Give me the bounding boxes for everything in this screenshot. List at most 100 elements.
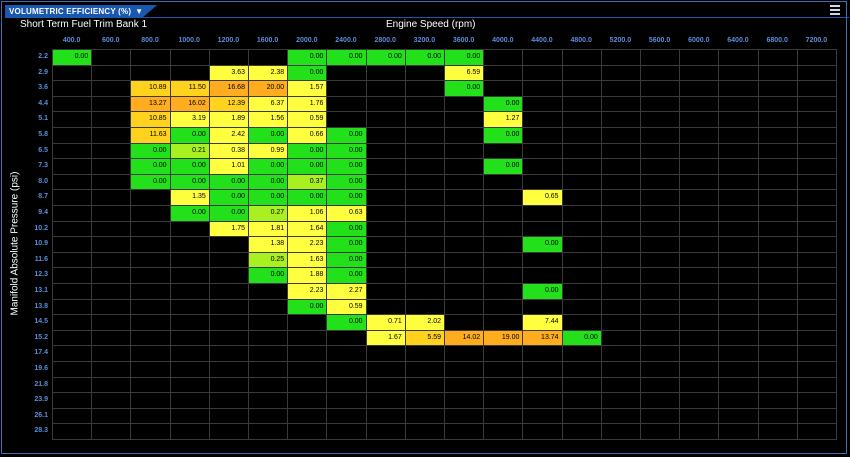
table-cell[interactable]: [170, 50, 210, 66]
table-cell[interactable]: [641, 268, 681, 284]
table-cell[interactable]: 0.25: [249, 252, 289, 269]
table-cell[interactable]: [797, 424, 837, 440]
table-cell[interactable]: [641, 299, 681, 316]
table-cell[interactable]: [523, 346, 563, 362]
table-cell[interactable]: [327, 330, 367, 347]
table-cell[interactable]: [405, 112, 445, 128]
table-cell[interactable]: [484, 315, 524, 331]
table-cell[interactable]: [405, 96, 445, 113]
table-cell[interactable]: [484, 190, 524, 206]
table-cell[interactable]: [53, 408, 93, 425]
table-cell[interactable]: 0.59: [327, 299, 367, 316]
table-cell[interactable]: [366, 346, 406, 362]
table-cell[interactable]: 0.37: [288, 174, 328, 191]
table-cell[interactable]: [131, 408, 171, 425]
table-cell[interactable]: [327, 377, 367, 394]
table-cell[interactable]: [170, 393, 210, 409]
table-cell[interactable]: [53, 96, 93, 113]
table-cell[interactable]: [680, 315, 720, 331]
table-cell[interactable]: [445, 408, 485, 425]
table-cell[interactable]: 0.00: [288, 50, 328, 66]
table-cell[interactable]: [601, 221, 641, 238]
table-cell[interactable]: [562, 424, 602, 440]
table-cell[interactable]: [523, 112, 563, 128]
table-cell[interactable]: [92, 112, 132, 128]
table-cell[interactable]: [92, 268, 132, 284]
table-cell[interactable]: [641, 96, 681, 113]
table-cell[interactable]: [562, 315, 602, 331]
table-cell[interactable]: 0.00: [327, 50, 367, 66]
table-cell[interactable]: [758, 315, 798, 331]
table-cell[interactable]: 0.00: [405, 50, 445, 66]
window-tab[interactable]: VOLUMETRIC EFFICIENCY (%) ▼: [5, 5, 158, 18]
table-cell[interactable]: [641, 315, 681, 331]
table-cell[interactable]: [445, 424, 485, 440]
table-cell[interactable]: [601, 174, 641, 191]
table-cell[interactable]: [366, 65, 406, 82]
table-cell[interactable]: [92, 252, 132, 269]
table-cell[interactable]: [445, 221, 485, 238]
table-cell[interactable]: [758, 143, 798, 160]
table-cell[interactable]: [758, 206, 798, 222]
table-cell[interactable]: 1.81: [249, 221, 289, 238]
table-cell[interactable]: [758, 50, 798, 66]
table-cell[interactable]: 0.00: [484, 128, 524, 144]
table-cell[interactable]: 1.56: [249, 112, 289, 128]
table-cell[interactable]: [366, 252, 406, 269]
table-cell[interactable]: [327, 393, 367, 409]
table-cell[interactable]: [327, 346, 367, 362]
table-cell[interactable]: [562, 190, 602, 206]
table-cell[interactable]: [719, 128, 759, 144]
table-cell[interactable]: [170, 252, 210, 269]
table-cell[interactable]: 16.02: [170, 96, 210, 113]
table-cell[interactable]: [797, 408, 837, 425]
table-cell[interactable]: [92, 424, 132, 440]
table-cell[interactable]: [209, 408, 249, 425]
table-cell[interactable]: [131, 252, 171, 269]
table-cell[interactable]: [249, 284, 289, 300]
table-cell[interactable]: [53, 315, 93, 331]
table-cell[interactable]: [719, 143, 759, 160]
table-cell[interactable]: [366, 284, 406, 300]
table-cell[interactable]: [562, 221, 602, 238]
table-cell[interactable]: [405, 237, 445, 253]
table-cell[interactable]: [53, 128, 93, 144]
table-cell[interactable]: [92, 330, 132, 347]
table-cell[interactable]: [719, 50, 759, 66]
table-cell[interactable]: 13.74: [523, 330, 563, 347]
table-cell[interactable]: [53, 65, 93, 82]
table-cell[interactable]: [484, 252, 524, 269]
table-cell[interactable]: [484, 362, 524, 378]
table-cell[interactable]: [758, 96, 798, 113]
table-cell[interactable]: [131, 346, 171, 362]
table-cell[interactable]: [601, 112, 641, 128]
table-cell[interactable]: [131, 424, 171, 440]
table-cell[interactable]: 0.00: [288, 65, 328, 82]
table-cell[interactable]: [562, 393, 602, 409]
table-cell[interactable]: [562, 143, 602, 160]
table-cell[interactable]: [249, 315, 289, 331]
fuel-trim-table[interactable]: 0.00 0.00 0.00 0.00 0.00 0.00 3.63 2.38 0.00 6.59…: [52, 49, 837, 440]
table-cell[interactable]: [523, 128, 563, 144]
table-cell[interactable]: [601, 206, 641, 222]
table-cell[interactable]: [445, 284, 485, 300]
table-cell[interactable]: [680, 346, 720, 362]
table-cell[interactable]: 1.88: [288, 268, 328, 284]
table-cell[interactable]: [641, 284, 681, 300]
table-cell[interactable]: 0.71: [366, 315, 406, 331]
table-cell[interactable]: 0.00: [249, 128, 289, 144]
table-cell[interactable]: [680, 81, 720, 97]
table-cell[interactable]: [601, 377, 641, 394]
table-cell[interactable]: [249, 377, 289, 394]
table-cell[interactable]: 0.21: [170, 143, 210, 160]
table-cell[interactable]: 0.66: [288, 128, 328, 144]
table-cell[interactable]: [484, 65, 524, 82]
table-cell[interactable]: 1.35: [170, 190, 210, 206]
table-cell[interactable]: [680, 424, 720, 440]
table-cell[interactable]: [680, 50, 720, 66]
table-cell[interactable]: [405, 393, 445, 409]
table-cell[interactable]: [523, 50, 563, 66]
table-cell[interactable]: [405, 424, 445, 440]
table-cell[interactable]: [92, 159, 132, 175]
table-cell[interactable]: 0.00: [170, 128, 210, 144]
